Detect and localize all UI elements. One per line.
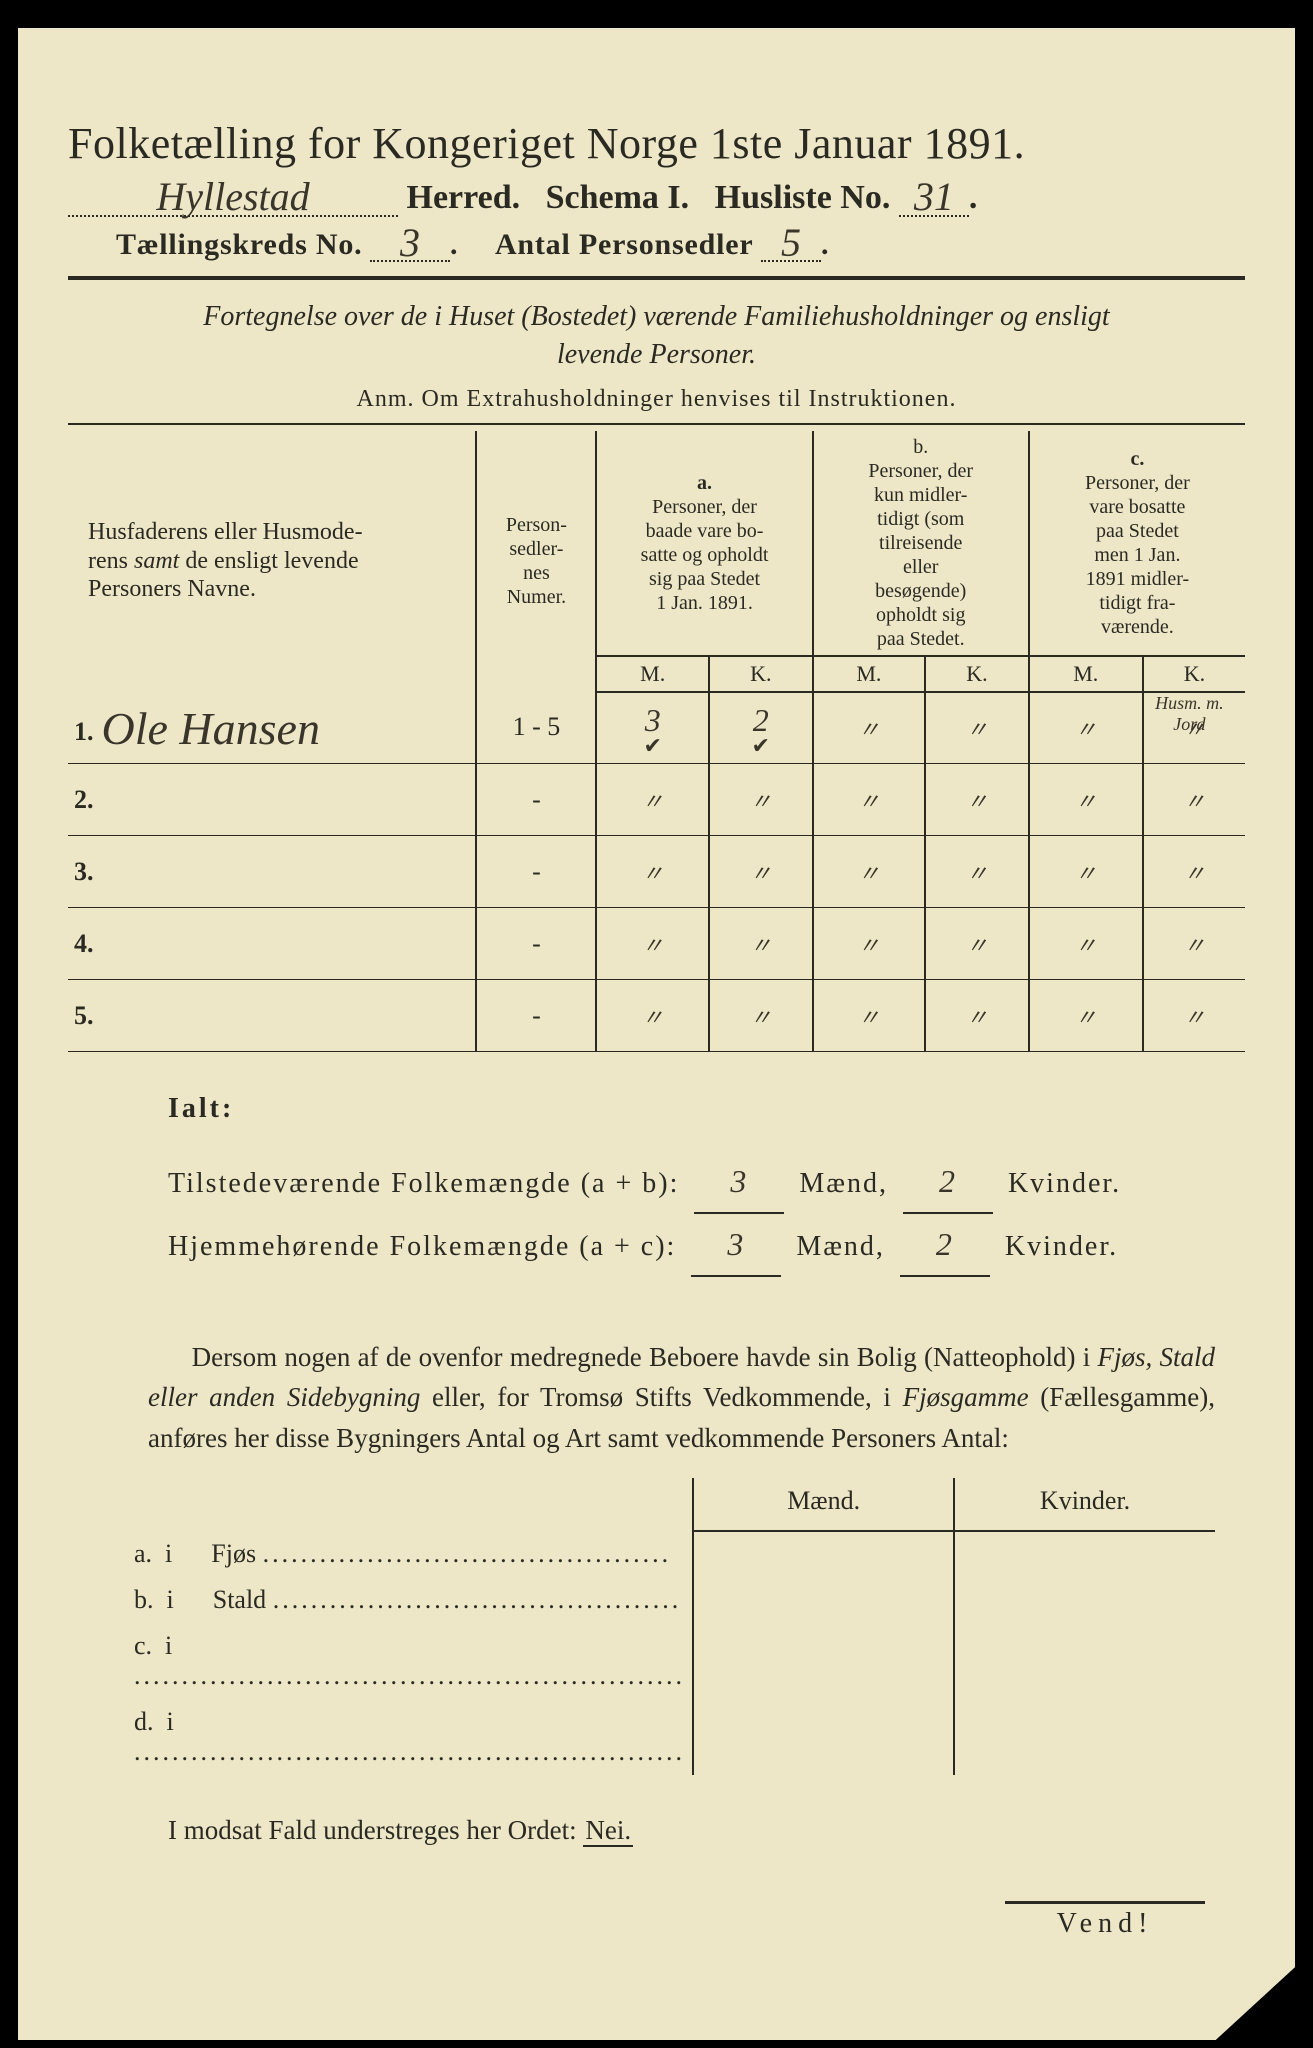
cell-c-m: 〃 bbox=[1029, 692, 1143, 764]
row-num: 4. bbox=[74, 929, 94, 958]
nei-word: Nei. bbox=[583, 1815, 633, 1847]
cell: 〃 bbox=[1143, 980, 1245, 1052]
sb-row: a. i Fjøs bbox=[128, 1531, 1215, 1577]
cell-b-k: 〃 bbox=[925, 692, 1029, 764]
cell: 〃 bbox=[1029, 980, 1143, 1052]
col-numer: Person-sedler-nesNumer. bbox=[476, 431, 596, 692]
tilstede-k: 2 bbox=[939, 1163, 957, 1199]
sb-row: b. i Stald bbox=[128, 1577, 1215, 1623]
husliste-no: 31 bbox=[914, 181, 954, 213]
sb-maend-hdr: Mænd. bbox=[693, 1478, 954, 1531]
vend-label: Vend! bbox=[1005, 1901, 1205, 1940]
a-k: K. bbox=[709, 656, 813, 692]
c-k: K. bbox=[1143, 656, 1245, 692]
row-num: 5. bbox=[74, 1001, 94, 1030]
sb-row: d. i bbox=[128, 1699, 1215, 1775]
cell: 〃 bbox=[596, 908, 708, 980]
totals-block: Ialt: Tilstedeværende Folkemængde (a + b… bbox=[168, 1082, 1245, 1277]
tilstede-m: 3 bbox=[730, 1163, 748, 1199]
cell-a-k: 2✔ bbox=[709, 692, 813, 764]
schema-label: Schema I. bbox=[546, 179, 690, 216]
hjemme-m: 3 bbox=[727, 1226, 745, 1262]
nei-line: I modsat Fald understreges her Ordet: Ne… bbox=[168, 1815, 1245, 1846]
table-row: 4. - 〃 〃 〃 〃 〃 〃 bbox=[68, 908, 1245, 980]
husliste-label: Husliste No. bbox=[715, 179, 891, 216]
anm-note: Anm. Om Extrahusholdninger henvises til … bbox=[68, 386, 1245, 413]
personsedler-no: 5 bbox=[781, 227, 801, 259]
cell: 〃 bbox=[709, 980, 813, 1052]
col-a: a. Personer, derbaade vare bo-satte og o… bbox=[596, 431, 812, 656]
row-num: 1. bbox=[74, 717, 94, 746]
cell: 〃 bbox=[1029, 908, 1143, 980]
row-numer: - bbox=[476, 764, 596, 836]
fortegnelse-l2: levende Personer. bbox=[557, 339, 756, 370]
c-m: M. bbox=[1029, 656, 1143, 692]
title-block: Folketælling for Kongeriget Norge 1ste J… bbox=[68, 118, 1245, 262]
cell: 〃 bbox=[709, 764, 813, 836]
cell: 〃 bbox=[1143, 908, 1245, 980]
row-numer: - bbox=[476, 836, 596, 908]
herred-name: Hyllestad bbox=[156, 181, 309, 213]
cell: 〃 bbox=[596, 980, 708, 1052]
cell: 〃 bbox=[925, 908, 1029, 980]
divider-1 bbox=[68, 276, 1245, 280]
table-row: 2. - 〃 〃 〃 〃 〃 〃 bbox=[68, 764, 1245, 836]
row-numer: - bbox=[476, 980, 596, 1052]
fortegnelse-l1: Fortegnelse over de i Huset (Bostedet) v… bbox=[203, 301, 1109, 332]
margin-note: Husm. m. Jord bbox=[1144, 693, 1235, 735]
ialt-label: Ialt: bbox=[168, 1082, 1245, 1135]
main-title: Folketælling for Kongeriget Norge 1ste J… bbox=[68, 118, 1245, 169]
cell: 〃 bbox=[925, 764, 1029, 836]
cell-c-k: 〃Husm. m. Jord bbox=[1143, 692, 1245, 764]
header-line-3: Tællingskreds No. 3. Antal Personsedler … bbox=[68, 223, 1245, 262]
hjemme-k: 2 bbox=[936, 1226, 954, 1262]
a-m: M. bbox=[596, 656, 708, 692]
sb-row: c. i bbox=[128, 1623, 1215, 1699]
cell: 〃 bbox=[1029, 764, 1143, 836]
cell: 〃 bbox=[813, 836, 925, 908]
kreds-no: 3 bbox=[400, 227, 420, 259]
row-numer: 1 - 5 bbox=[476, 692, 596, 764]
col-b: b. Personer, derkun midler-tidigt (somti… bbox=[813, 431, 1029, 656]
cell: 〃 bbox=[1029, 836, 1143, 908]
cell: 〃 bbox=[596, 836, 708, 908]
cell-b-m: 〃 bbox=[813, 692, 925, 764]
col-names: Husfaderens eller Husmode-rens samt de e… bbox=[68, 431, 476, 692]
header-line-2: Hyllestad Herred. Schema I. Husliste No.… bbox=[68, 177, 1245, 217]
table-row: 1. Ole Hansen 1 - 5 3✔ 2✔ 〃 〃 〃 〃Husm. m.… bbox=[68, 692, 1245, 764]
cell: 〃 bbox=[709, 836, 813, 908]
sidebuild-para: Dersom nogen af de ovenfor medregnede Be… bbox=[148, 1337, 1215, 1459]
sb-kvinder-hdr: Kvinder. bbox=[954, 1478, 1215, 1531]
cell: 〃 bbox=[813, 764, 925, 836]
herred-label: Herred. bbox=[407, 179, 521, 216]
cell: 〃 bbox=[709, 908, 813, 980]
census-form-page: Folketælling for Kongeriget Norge 1ste J… bbox=[0, 0, 1313, 2048]
row-num: 2. bbox=[74, 785, 94, 814]
table-row: 3. - 〃 〃 〃 〃 〃 〃 bbox=[68, 836, 1245, 908]
table-row: 5. - 〃 〃 〃 〃 〃 〃 bbox=[68, 980, 1245, 1052]
personsedler-label: Antal Personsedler bbox=[495, 228, 754, 261]
cell: 〃 bbox=[813, 980, 925, 1052]
census-table: Husfaderens eller Husmode-rens samt de e… bbox=[68, 431, 1245, 1053]
row-numer: - bbox=[476, 908, 596, 980]
cell: 〃 bbox=[1143, 836, 1245, 908]
hjemme-line: Hjemmehørende Folkemængde (a + c): 3 Mæn… bbox=[168, 1214, 1245, 1277]
fortegnelse: Fortegnelse over de i Huset (Bostedet) v… bbox=[108, 298, 1205, 374]
b-m: M. bbox=[813, 656, 925, 692]
cell: 〃 bbox=[813, 908, 925, 980]
tilstede-line: Tilstedeværende Folkemængde (a + b): 3 M… bbox=[168, 1151, 1245, 1214]
cell: 〃 bbox=[925, 980, 1029, 1052]
cell: 〃 bbox=[925, 836, 1029, 908]
sidebuild-block: Mænd. Kvinder. a. i Fjøs b. i Stald c. i… bbox=[128, 1478, 1215, 1775]
page-tear bbox=[1165, 1958, 1305, 2048]
col-c: c. Personer, dervare bosattepaa Stedetme… bbox=[1029, 431, 1245, 656]
row-name: Ole Hansen bbox=[102, 711, 320, 748]
cell-a-m: 3✔ bbox=[596, 692, 708, 764]
cell: 〃 bbox=[1143, 764, 1245, 836]
row-num: 3. bbox=[74, 857, 94, 886]
kreds-label: Tællingskreds No. bbox=[116, 228, 362, 261]
b-k: K. bbox=[925, 656, 1029, 692]
divider-2 bbox=[68, 423, 1245, 425]
cell: 〃 bbox=[596, 764, 708, 836]
